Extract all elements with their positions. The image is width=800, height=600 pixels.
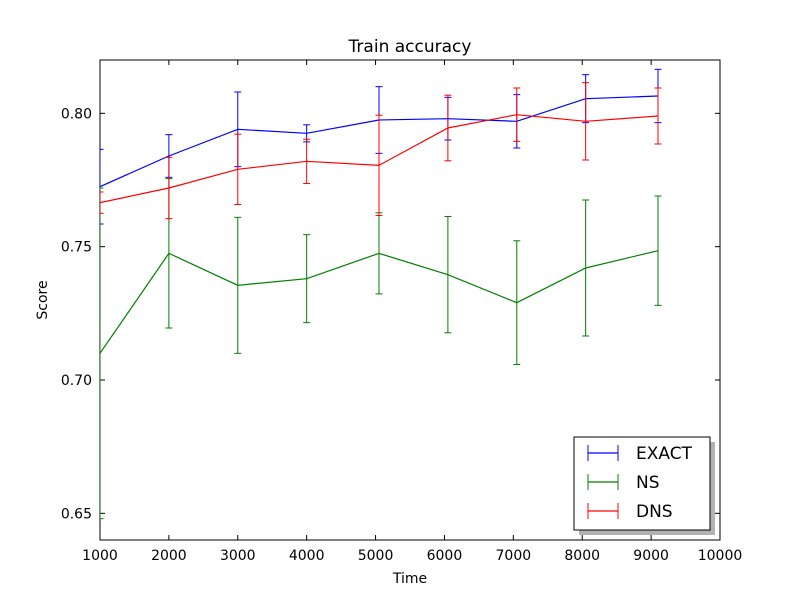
- y-axis-label: Score: [35, 280, 51, 319]
- legend: EXACT NS DNS: [573, 436, 715, 535]
- x-tick-label: 9000: [633, 548, 669, 564]
- y-tick-label: 0.80: [61, 106, 92, 122]
- x-tick-label: 4000: [289, 548, 325, 564]
- y-tick-label: 0.65: [61, 506, 92, 522]
- series-ns: [100, 178, 662, 520]
- x-tick-label: 6000: [427, 548, 463, 564]
- x-tick-label: 2000: [151, 548, 187, 564]
- plot-area: 1000 2000 3000 4000 5000 6000 7000 8000 9000 1000…: [61, 59, 743, 564]
- chart-title: Train accuracy: [348, 37, 472, 57]
- x-tick-label: 8000: [564, 548, 600, 564]
- x-tick-label: 10000: [698, 548, 743, 564]
- x-tick-label: 7000: [496, 548, 532, 564]
- series-group: [100, 68, 662, 520]
- legend-label-dns: DNS: [636, 502, 673, 522]
- y-tick-label: 0.75: [61, 240, 92, 256]
- y-tick-label: 0.70: [61, 373, 92, 389]
- x-tick-label: 5000: [358, 548, 394, 564]
- x-tick-label: 3000: [220, 548, 256, 564]
- series-dns: [100, 82, 662, 220]
- x-axis-label: Time: [392, 571, 427, 587]
- legend-label-ns: NS: [636, 473, 660, 493]
- x-tick-label: 1000: [82, 548, 118, 564]
- legend-label-exact: EXACT: [636, 444, 693, 464]
